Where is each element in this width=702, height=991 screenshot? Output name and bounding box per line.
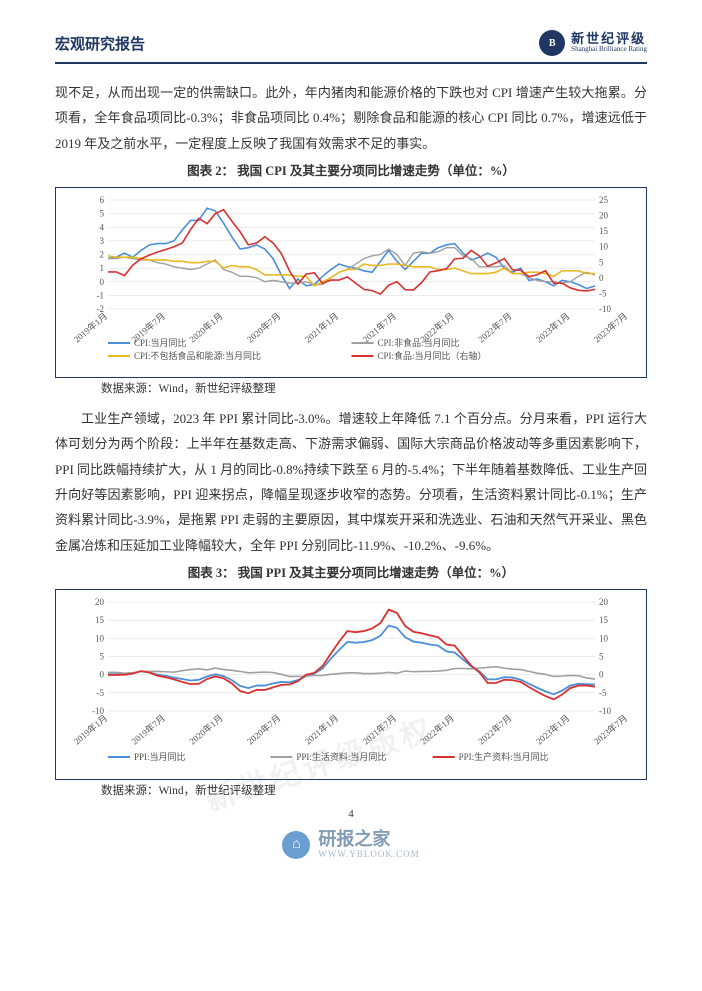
- chart2-source: 数据来源：Wind，新世纪评级整理: [55, 380, 647, 396]
- chart3-block: -10-505101520-10-5051015202019年1月2019年7月…: [55, 589, 647, 780]
- chart3-svg: -10-505101520-10-5051015202019年1月2019年7月…: [74, 596, 629, 771]
- chart2-block: -2-10123456-10-505101520252019年1月2019年7月…: [55, 187, 647, 378]
- header-title: 宏观研究报告: [55, 33, 145, 54]
- svg-text:2022年1月: 2022年1月: [417, 712, 455, 746]
- svg-text:2019年7月: 2019年7月: [128, 712, 166, 746]
- footer-watermark: ⌂ 研报之家 WWW.YBLOOK.COM: [55, 830, 647, 860]
- svg-text:2019年1月: 2019年1月: [74, 310, 109, 344]
- svg-text:20: 20: [95, 597, 105, 607]
- svg-text:0: 0: [99, 670, 104, 680]
- svg-text:10: 10: [599, 633, 609, 643]
- svg-text:CPI:不包括食品和能源:当月同比: CPI:不包括食品和能源:当月同比: [134, 350, 261, 361]
- svg-text:-10: -10: [599, 304, 611, 314]
- svg-text:-5: -5: [599, 688, 607, 698]
- svg-text:PPI:生活资料:当月同比: PPI:生活资料:当月同比: [296, 751, 386, 762]
- svg-text:-1: -1: [96, 290, 104, 300]
- logo-en: Shanghai Brilliance Rating: [571, 46, 647, 54]
- svg-text:PPI:生产资料:当月同比: PPI:生产资料:当月同比: [458, 751, 548, 762]
- svg-text:15: 15: [599, 226, 609, 236]
- svg-text:2021年1月: 2021年1月: [302, 310, 340, 344]
- svg-text:1: 1: [99, 263, 104, 273]
- svg-text:2023年7月: 2023年7月: [591, 310, 629, 344]
- svg-text:CPI:食品:当月同比（右轴）: CPI:食品:当月同比（右轴）: [377, 350, 486, 361]
- svg-text:CPI:非食品:当月同比: CPI:非食品:当月同比: [377, 337, 459, 348]
- paragraph-1: 现不足，从而出现一定的供需缺口。此外，年内猪肉和能源价格的下跌也对 CPI 增速…: [55, 80, 647, 156]
- paragraph-2: 工业生产领域，2023 年 PPI 累计同比-3.0%。增速较上年降低 7.1 …: [55, 406, 647, 558]
- svg-text:2022年7月: 2022年7月: [475, 310, 513, 344]
- svg-text:2020年7月: 2020年7月: [244, 712, 282, 746]
- svg-text:2020年7月: 2020年7月: [244, 310, 282, 344]
- svg-text:4: 4: [99, 222, 104, 232]
- svg-text:2020年1月: 2020年1月: [186, 310, 224, 344]
- svg-text:2: 2: [99, 250, 104, 260]
- footer-wm-cn: 研报之家: [318, 830, 419, 850]
- svg-text:2021年7月: 2021年7月: [360, 712, 398, 746]
- svg-text:15: 15: [95, 615, 105, 625]
- svg-text:-10: -10: [599, 706, 611, 716]
- chart3-source: 数据来源：Wind，新世纪评级整理: [55, 782, 647, 798]
- house-icon: ⌂: [282, 831, 310, 859]
- svg-text:2020年1月: 2020年1月: [186, 712, 224, 746]
- svg-text:PPI:当月同比: PPI:当月同比: [134, 751, 186, 762]
- footer-wm-en: WWW.YBLOOK.COM: [318, 850, 419, 860]
- svg-text:5: 5: [99, 209, 104, 219]
- svg-text:-5: -5: [599, 288, 607, 298]
- svg-text:20: 20: [599, 211, 609, 221]
- svg-text:5: 5: [599, 652, 604, 662]
- svg-text:2023年1月: 2023年1月: [533, 310, 571, 344]
- svg-text:2023年1月: 2023年1月: [533, 712, 571, 746]
- svg-text:0: 0: [599, 273, 604, 283]
- svg-text:5: 5: [99, 652, 104, 662]
- chart2-title: 图表 2： 我国 CPI 及其主要分项同比增速走势（单位：%）: [55, 160, 647, 179]
- logo-badge-icon: B: [539, 30, 565, 56]
- svg-text:0: 0: [99, 277, 104, 287]
- svg-text:-5: -5: [96, 688, 104, 698]
- header-logo: B 新世纪评级 Shanghai Brilliance Rating: [539, 30, 647, 56]
- page-header: 宏观研究报告 B 新世纪评级 Shanghai Brilliance Ratin…: [55, 30, 647, 64]
- svg-text:CPI:当月同比: CPI:当月同比: [134, 337, 187, 348]
- svg-text:15: 15: [599, 615, 609, 625]
- svg-text:2021年1月: 2021年1月: [302, 712, 340, 746]
- svg-text:10: 10: [95, 633, 105, 643]
- chart3-title: 图表 3： 我国 PPI 及其主要分项同比增速走势（单位：%）: [55, 562, 647, 581]
- logo-text: 新世纪评级 Shanghai Brilliance Rating: [571, 32, 647, 54]
- svg-text:0: 0: [599, 670, 604, 680]
- chart2-svg: -2-10123456-10-505101520252019年1月2019年7月…: [74, 194, 629, 369]
- svg-text:20: 20: [599, 597, 609, 607]
- svg-text:2019年1月: 2019年1月: [74, 712, 109, 746]
- svg-text:25: 25: [599, 195, 609, 205]
- svg-text:2022年7月: 2022年7月: [475, 712, 513, 746]
- svg-text:3: 3: [99, 236, 104, 246]
- svg-text:6: 6: [99, 195, 104, 205]
- svg-text:2023年7月: 2023年7月: [591, 712, 629, 746]
- page-number: 4: [55, 808, 647, 820]
- svg-text:10: 10: [599, 242, 609, 252]
- svg-text:5: 5: [599, 257, 604, 267]
- logo-cn: 新世纪评级: [571, 32, 647, 46]
